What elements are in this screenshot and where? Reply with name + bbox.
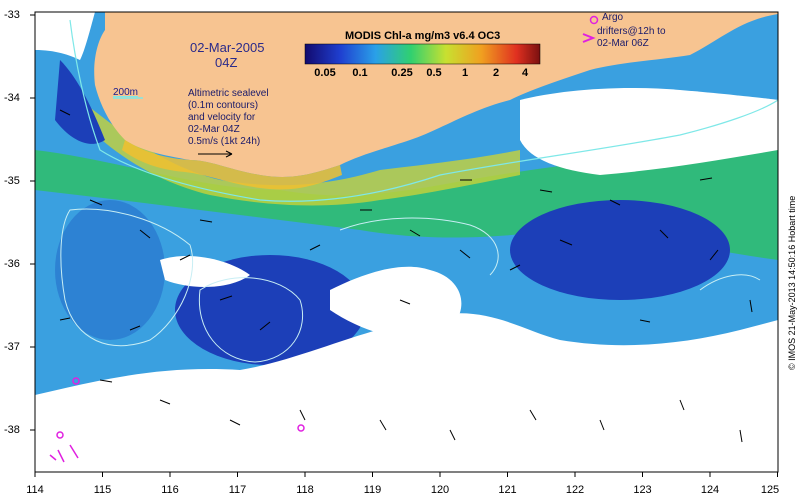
y-tick-label: -37 [4, 341, 20, 353]
x-tick-label: 118 [296, 484, 314, 496]
x-axis-ticks [34, 472, 778, 477]
credit-text: © IMOS 21-May-2013 14:50:16 Hobart time [787, 195, 797, 370]
info-text: 02-Mar 04Z [188, 124, 240, 135]
argo-drifters [49, 377, 305, 463]
colorbar-tick: 0.25 [391, 67, 413, 79]
cloud-cover [330, 266, 462, 339]
sealevel-contour [60, 208, 194, 347]
scale-arrow-icon [225, 150, 233, 158]
shelf-water [35, 150, 778, 260]
colorbar-tick: 4 [521, 67, 529, 79]
coastal-band [80, 100, 520, 206]
y-tick-label: -36 [4, 258, 20, 270]
sealevel-contour [198, 277, 304, 363]
x-tick-label: 115 [93, 484, 112, 496]
x-tick-label: 117 [228, 484, 247, 496]
x-tick-label: 116 [161, 484, 179, 496]
coastal-band [122, 140, 342, 190]
colorbar-tick: 1 [461, 67, 469, 79]
y-tick-label: -35 [4, 175, 20, 187]
velocity-vectors [59, 109, 753, 443]
y-tick-label: -38 [4, 424, 20, 436]
x-tick-label: 124 [700, 484, 720, 496]
colorbar-tick: 0.05 [314, 67, 336, 79]
y-tick-label: -33 [4, 9, 20, 21]
y-axis-ticks [30, 14, 35, 431]
y-tick-label: -34 [4, 92, 20, 104]
sealevel-contour [339, 217, 499, 276]
x-tick-label: 114 [26, 484, 44, 496]
info-text: 0.5m/s (1kt 24h) [188, 136, 261, 147]
eddy-low-chl [55, 200, 165, 340]
isobath-200m [69, 19, 778, 202]
colorbar-title: MODIS Chl-a mg/m3 v6.4 OC3 [345, 30, 501, 42]
land-mass [35, 12, 778, 177]
land-mass [35, 12, 95, 60]
argo-legend-arrow-icon [582, 33, 596, 43]
x-tick-label: 119 [363, 484, 382, 496]
isobath-label: 200m [113, 87, 139, 98]
map-area [35, 12, 778, 472]
colorbar-tick: 0.1 [352, 67, 368, 79]
sealevel-contour [699, 274, 761, 291]
info-text: (0.1m contours) [188, 100, 259, 111]
x-tick-label: 125 [760, 484, 780, 496]
argo-legend-label: drifters@12h to [597, 26, 666, 37]
x-tick-label: 122 [565, 484, 585, 496]
info-text: Altimetric sealevel [188, 88, 269, 99]
colorbar-tick: 2 [492, 67, 500, 79]
map-time: 04Z [215, 55, 238, 70]
colorbar [304, 43, 541, 65]
x-tick-label: 120 [430, 484, 450, 496]
argo-legend-label: Argo [602, 12, 624, 23]
eddy-low-chl [510, 200, 730, 300]
cloud-cover [520, 88, 778, 175]
argo-legend-circle-icon [589, 15, 599, 25]
eddy-low-chl [55, 60, 105, 144]
cloud-cover [35, 313, 778, 472]
plot-border [34, 11, 779, 473]
x-tick-label: 121 [498, 484, 517, 496]
colorbar-tick: 0.5 [426, 67, 442, 79]
info-text: and velocity for [188, 112, 256, 123]
map-date: 02-Mar-2005 [190, 40, 265, 55]
argo-legend-label: 02-Mar 06Z [597, 38, 649, 49]
x-tick-label: 123 [633, 484, 652, 496]
